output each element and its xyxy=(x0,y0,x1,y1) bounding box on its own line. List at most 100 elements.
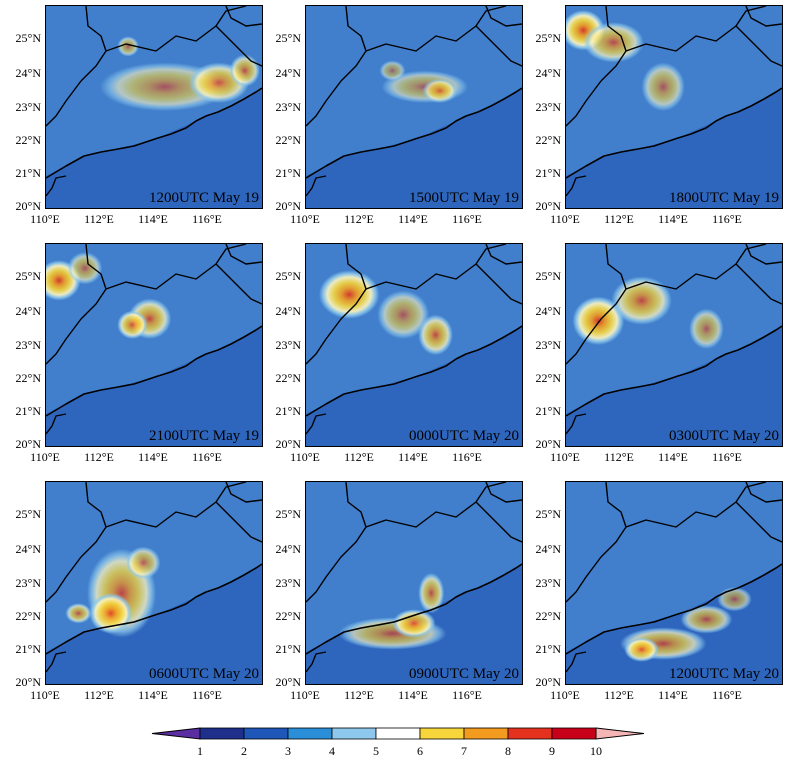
lat-tick-label: 22°N xyxy=(275,371,301,385)
colorbar-tick-label: 3 xyxy=(285,744,291,758)
colorbar-tick-label: 6 xyxy=(417,744,423,758)
province-border xyxy=(105,244,262,305)
lat-tick-label: 20°N xyxy=(15,437,41,451)
lat-tick-label: 23°N xyxy=(275,338,301,352)
lon-tick-label: 116°E xyxy=(452,450,482,464)
lat-tick-label: 23°N xyxy=(535,338,561,352)
province-border xyxy=(46,6,262,197)
coastline xyxy=(306,563,522,655)
lon-tick-label: 110°E xyxy=(550,212,580,226)
lat-tick-label: 22°N xyxy=(535,371,561,385)
precip-area xyxy=(418,314,453,356)
lat-tick-label: 25°N xyxy=(275,31,301,45)
map-canvas xyxy=(565,5,783,209)
map-canvas xyxy=(45,481,263,685)
province-border xyxy=(46,482,262,673)
rainfall-map xyxy=(306,244,522,446)
lon-tick-label: 112°E xyxy=(344,212,374,226)
lat-tick-label: 24°N xyxy=(15,542,41,556)
colorbar-low-arrow xyxy=(151,727,201,740)
lat-tick-label: 24°N xyxy=(535,66,561,80)
lat-tick-label: 20°N xyxy=(535,199,561,213)
lat-tick-label: 23°N xyxy=(275,576,301,590)
lat-tick-label: 21°N xyxy=(535,404,561,418)
precip-area xyxy=(392,609,436,638)
lat-tick-label: 20°N xyxy=(275,199,301,213)
precip-area xyxy=(624,637,659,662)
lat-tick-label: 25°N xyxy=(535,507,561,521)
panel-time-label: 0300UTC May 20 xyxy=(669,428,779,444)
lon-tick-label: 112°E xyxy=(344,688,374,702)
lon-tick-label: 114°E xyxy=(658,212,688,226)
panel-time-label: 1800UTC May 19 xyxy=(669,190,779,206)
lon-tick-label: 116°E xyxy=(712,450,742,464)
lat-tick-label: 25°N xyxy=(275,269,301,283)
lon-tick-label: 116°E xyxy=(192,450,222,464)
rainfall-map xyxy=(46,482,262,684)
rainfall-map xyxy=(566,6,782,208)
province-border xyxy=(306,482,522,673)
coastline xyxy=(306,87,522,179)
precip-area xyxy=(583,22,644,63)
map-canvas xyxy=(305,5,523,209)
lon-tick-label: 116°E xyxy=(452,688,482,702)
province-border xyxy=(365,482,522,543)
province-border xyxy=(365,6,522,67)
colorbar-tick-label: 4 xyxy=(329,744,335,758)
province-border xyxy=(306,244,522,435)
lat-tick-label: 22°N xyxy=(275,133,301,147)
lat-tick-label: 24°N xyxy=(15,304,41,318)
lat-tick-label: 20°N xyxy=(535,675,561,689)
lon-tick-label: 114°E xyxy=(398,688,428,702)
lon-tick-label: 110°E xyxy=(550,688,580,702)
colorbar-bar xyxy=(151,727,645,740)
rainfall-map xyxy=(46,6,262,208)
coastline xyxy=(306,325,522,417)
coastline xyxy=(46,563,262,655)
lon-tick-label: 114°E xyxy=(138,688,168,702)
colorbar-tick-label: 2 xyxy=(241,744,247,758)
lon-tick-label: 114°E xyxy=(398,212,428,226)
lon-tick-label: 110°E xyxy=(550,450,580,464)
lat-tick-label: 25°N xyxy=(15,507,41,521)
lon-tick-label: 116°E xyxy=(452,212,482,226)
rainfall-map xyxy=(306,482,522,684)
province-border xyxy=(105,6,262,67)
precip-area xyxy=(641,62,685,112)
coastline xyxy=(566,563,782,655)
precip-area xyxy=(377,290,430,339)
colorbar-tick-label: 10 xyxy=(590,744,602,758)
lon-tick-label: 114°E xyxy=(658,688,688,702)
precip-area xyxy=(689,308,724,350)
precip-area xyxy=(89,593,133,634)
province-border xyxy=(566,6,782,197)
lat-tick-label: 23°N xyxy=(15,100,41,114)
lat-tick-label: 22°N xyxy=(535,609,561,623)
lon-tick-label: 110°E xyxy=(30,212,60,226)
lon-tick-label: 116°E xyxy=(192,212,222,226)
land-shading xyxy=(306,482,522,652)
province-border xyxy=(105,482,262,543)
lat-tick-label: 25°N xyxy=(535,31,561,45)
map-canvas xyxy=(305,243,523,447)
precip-area xyxy=(379,60,406,81)
lat-tick-label: 23°N xyxy=(15,576,41,590)
map-panel: 0300UTC May 20 25°N 24°N 23°N 22°N 21°N 20°N 11… xyxy=(536,243,783,463)
panel-time-label: 0600UTC May 20 xyxy=(149,666,259,682)
lat-tick-label: 21°N xyxy=(15,404,41,418)
lon-tick-label: 110°E xyxy=(30,688,60,702)
lat-tick-label: 21°N xyxy=(275,642,301,656)
lat-tick-label: 21°N xyxy=(275,404,301,418)
lat-tick-label: 22°N xyxy=(15,609,41,623)
coastline xyxy=(566,325,782,417)
lat-tick-label: 20°N xyxy=(535,437,561,451)
precip-area xyxy=(65,603,92,624)
precip-area xyxy=(680,605,733,634)
map-panel: 1500UTC May 19 25°N 24°N 23°N 22°N 21°N 20°N 11… xyxy=(276,5,523,225)
lat-tick-label: 25°N xyxy=(535,269,561,283)
rainfall-map xyxy=(566,482,782,684)
rainfall-map xyxy=(306,6,522,208)
colorbar-tick-label: 7 xyxy=(461,744,467,758)
lat-tick-label: 22°N xyxy=(275,609,301,623)
lon-tick-label: 114°E xyxy=(658,450,688,464)
